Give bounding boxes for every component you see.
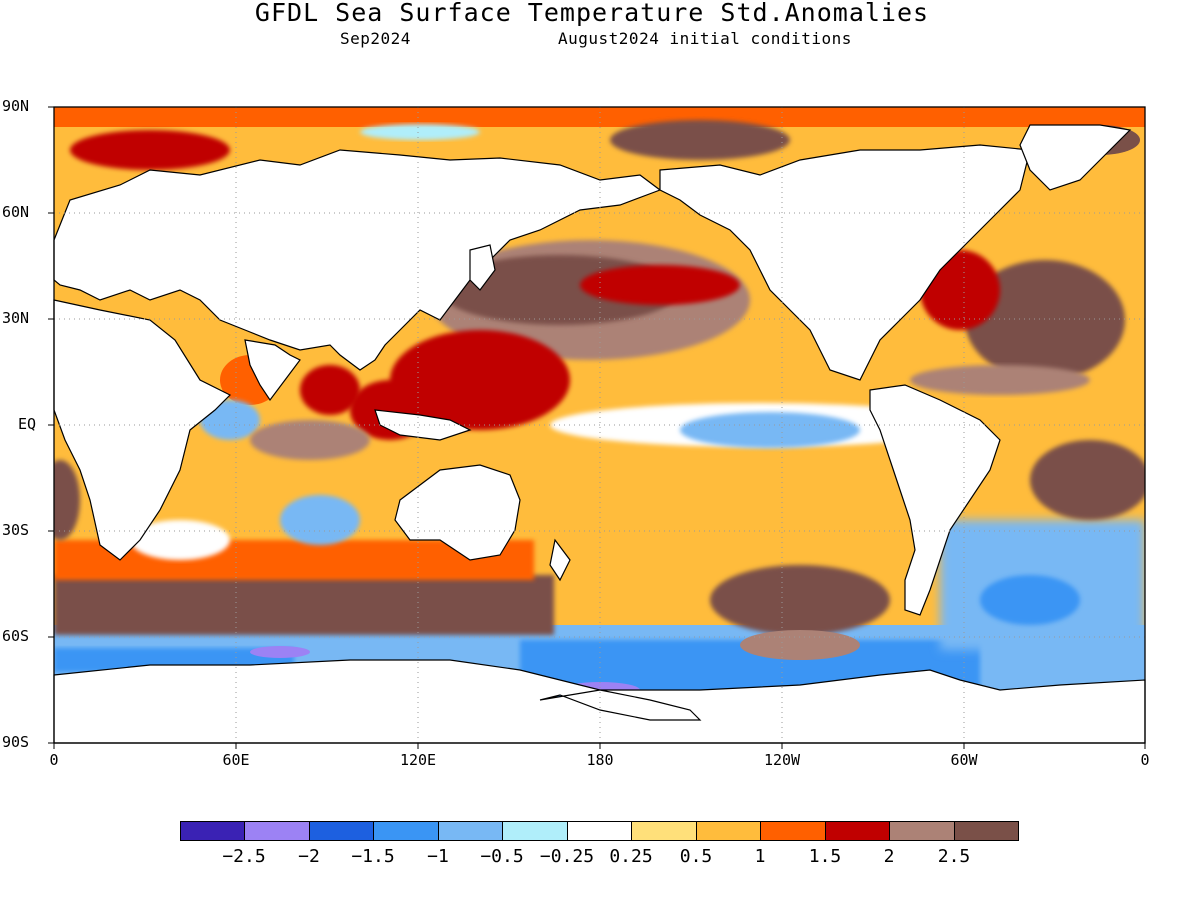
- lon-label-120e: 120E: [399, 751, 437, 769]
- lon-label-60w: 60W: [950, 751, 978, 769]
- new-zealand: [549, 538, 571, 582]
- colorbar-label: 2: [883, 846, 895, 867]
- colorbar-swatch: [181, 822, 246, 840]
- japan: [469, 244, 496, 291]
- colorbar-swatch: [438, 822, 504, 840]
- lon-label-180: 180: [586, 751, 614, 769]
- colorbar-label: 1: [754, 846, 766, 867]
- lat-label-30s: 30S: [2, 521, 30, 539]
- colorbar-swatch: [245, 822, 310, 840]
- colorbar-swatch: [632, 822, 697, 840]
- colorbar: [180, 821, 1019, 841]
- lat-label-60s: 60S: [2, 627, 30, 645]
- africa: [53, 299, 232, 561]
- colorbar-swatch: [374, 822, 439, 840]
- colorbar-label: 1.5: [808, 846, 842, 867]
- map-title: GFDL Sea Surface Temperature Std.Anomali…: [254, 0, 930, 27]
- forecast-month: Sep2024: [340, 29, 411, 48]
- colorbar-swatch: [825, 822, 891, 840]
- greenland: [1019, 124, 1132, 191]
- anomaly-map: [48, 106, 1146, 749]
- antarctica: [53, 659, 1146, 744]
- india: [244, 339, 301, 402]
- colorbar-label: −0.5: [480, 846, 524, 867]
- colorbar-swatch: [567, 822, 633, 840]
- colorbar-label: −1.5: [351, 846, 395, 867]
- graticule: [54, 107, 1145, 743]
- lon-label-0-east: 0: [1140, 751, 1150, 769]
- colorbar-label: 0.25: [609, 846, 653, 867]
- colorbar-label: 2.5: [937, 846, 971, 867]
- lat-label-eq: EQ: [18, 415, 37, 433]
- colorbar-swatch: [696, 822, 762, 840]
- initial-conditions: August2024 initial conditions: [558, 29, 852, 48]
- lon-label-0: 0: [49, 751, 59, 769]
- colorbar-label: −2.5: [222, 846, 266, 867]
- south-america: [869, 384, 1001, 616]
- colorbar-label: 0.5: [679, 846, 713, 867]
- lat-label-60n: 60N: [2, 203, 30, 221]
- land-masses: [53, 124, 1146, 744]
- lon-label-120w: 120W: [763, 751, 801, 769]
- axis-ticks: [48, 106, 1146, 749]
- colorbar-label: −0.25: [539, 846, 595, 867]
- lat-label-90s: 90S: [2, 733, 30, 751]
- colorbar-swatch: [309, 822, 375, 840]
- eurasia: [53, 149, 662, 371]
- colorbar-swatch: [503, 822, 568, 840]
- colorbar-swatch: [761, 822, 826, 840]
- colorbar-swatch: [890, 822, 955, 840]
- colorbar-swatch: [954, 822, 1019, 840]
- lat-label-30n: 30N: [2, 309, 30, 327]
- north-america: [659, 144, 1031, 381]
- australia: [394, 464, 521, 561]
- indonesia: [374, 409, 472, 441]
- colorbar-label: −1: [427, 846, 449, 867]
- lon-label-60e: 60E: [222, 751, 250, 769]
- lat-label-90n: 90N: [2, 97, 30, 115]
- colorbar-label: −2: [298, 846, 320, 867]
